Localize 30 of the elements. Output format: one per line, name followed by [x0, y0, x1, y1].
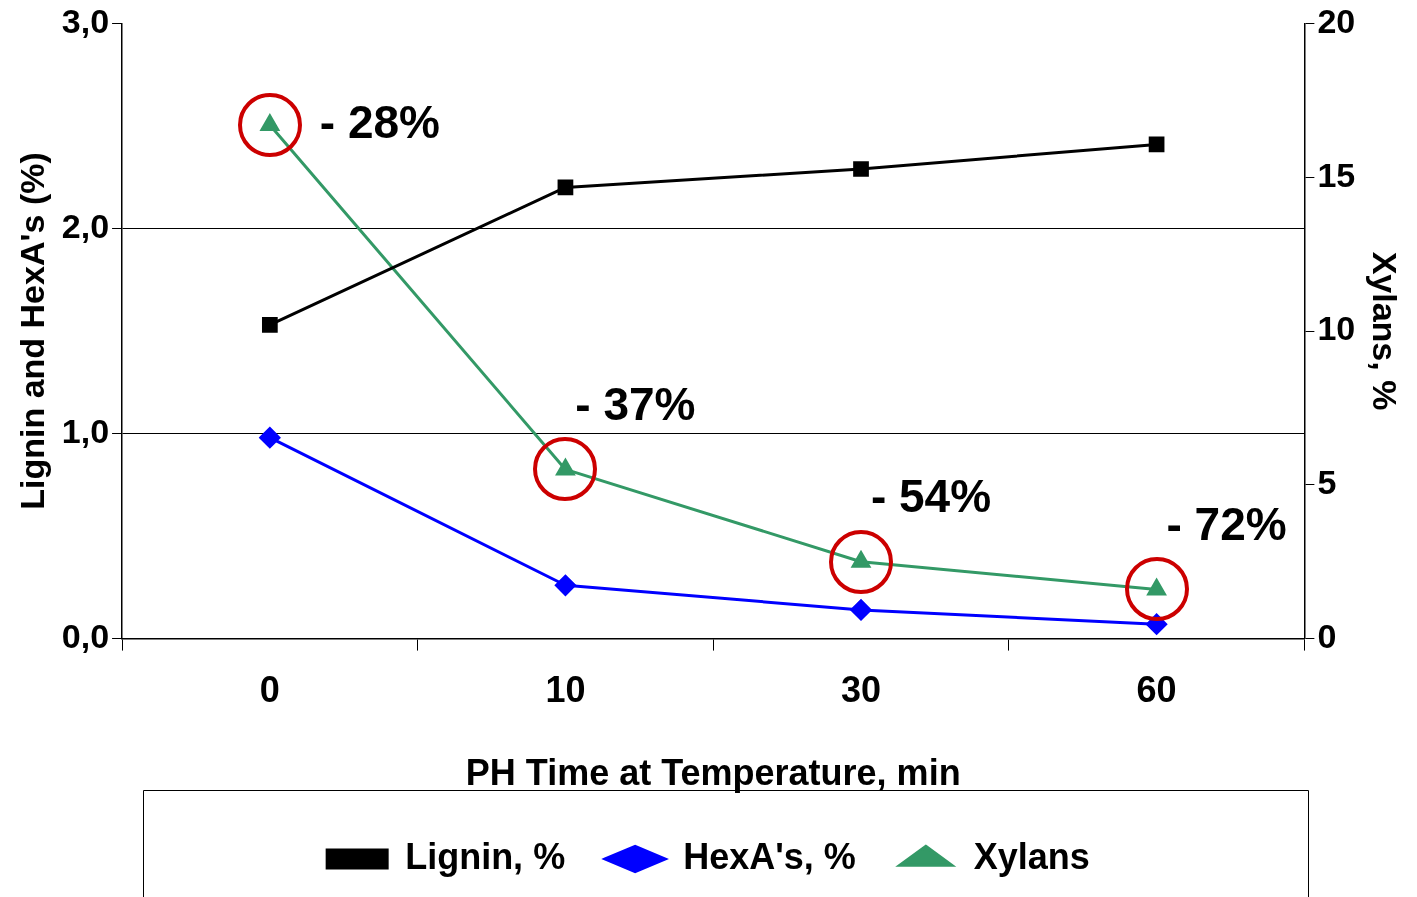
point — [261, 316, 278, 333]
y2-tick-label: 15 — [1317, 155, 1356, 194]
point — [853, 161, 869, 177]
point — [259, 427, 281, 449]
point — [557, 179, 574, 196]
legend-label: Lignin, % — [405, 835, 566, 877]
legend-label: Xylans — [973, 835, 1090, 877]
point — [1148, 136, 1165, 153]
legend-label: HexA's, % — [683, 835, 856, 877]
x-tick-label: 60 — [1136, 669, 1177, 711]
x-tick-label: 10 — [545, 669, 586, 711]
y2-tick-label: 0 — [1317, 616, 1337, 655]
y-axis-title: Lignin and HexA's (%) — [12, 152, 51, 510]
x-tick-label: 30 — [840, 669, 882, 711]
y2-tick-label: 5 — [1317, 463, 1337, 502]
y2-tick-label: 20 — [1317, 1, 1356, 40]
annotation: - 37% — [575, 378, 696, 431]
x-tick-label: 0 — [259, 669, 280, 711]
annotation: - 28% — [319, 95, 441, 148]
x-axis-title: PH Time at Temperature, min — [465, 752, 961, 794]
y-tick-label: 0,0 — [61, 616, 110, 655]
annotation: - 72% — [1166, 498, 1287, 551]
y-tick-label: 1,0 — [61, 411, 110, 450]
y-tick-label: 2,0 — [61, 206, 110, 245]
point — [850, 599, 872, 621]
y-tick-label: 3,0 — [61, 1, 110, 40]
point — [554, 574, 576, 596]
y2-tick-label: 10 — [1317, 309, 1356, 348]
y2-axis-title: Xylans, % — [1366, 251, 1405, 411]
annotation: - 54% — [870, 470, 992, 523]
